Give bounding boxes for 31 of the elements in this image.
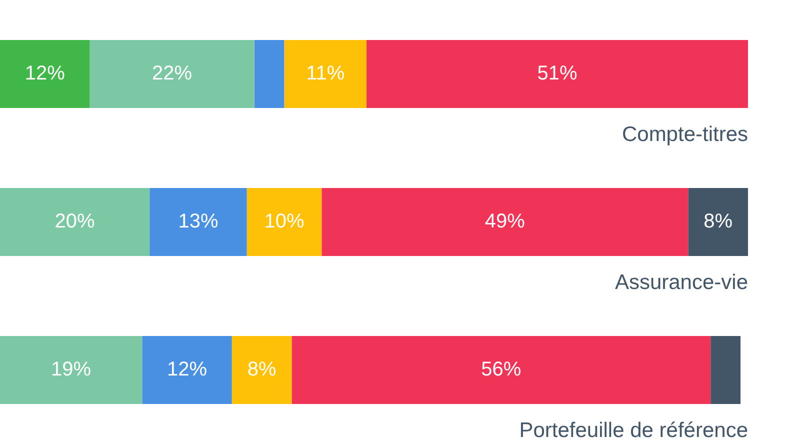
bar bbox=[292, 336, 711, 404]
bar bbox=[322, 188, 688, 256]
bar bbox=[710, 336, 741, 404]
data-label: 13% bbox=[178, 210, 218, 233]
bar bbox=[0, 188, 150, 256]
data-label: 20% bbox=[54, 210, 96, 233]
bar bbox=[142, 336, 232, 404]
data-label: 51% bbox=[537, 62, 578, 85]
y-tick-label: Assurance-vie bbox=[614, 270, 748, 294]
data-label: 8% bbox=[247, 358, 276, 381]
data-label: 22% bbox=[152, 62, 192, 85]
data-label: 12% bbox=[166, 358, 208, 381]
bar bbox=[232, 336, 292, 404]
bar bbox=[246, 188, 322, 256]
bar bbox=[284, 40, 367, 108]
bar bbox=[366, 40, 748, 108]
bar bbox=[150, 188, 247, 256]
data-label: 12% bbox=[24, 62, 66, 85]
data-label: 8% bbox=[704, 210, 733, 233]
y-tick-label: Compte-titres bbox=[622, 122, 748, 146]
bar bbox=[688, 188, 748, 256]
y-tick-label: Portefeuille de référence bbox=[519, 418, 748, 442]
bar bbox=[90, 40, 254, 108]
data-label: 19% bbox=[51, 358, 92, 381]
bar bbox=[254, 40, 284, 108]
data-label: 49% bbox=[484, 210, 526, 233]
data-label: 10% bbox=[264, 210, 304, 233]
bar bbox=[0, 40, 90, 108]
data-label: 56% bbox=[481, 358, 522, 381]
data-label: 11% bbox=[306, 62, 345, 85]
bar bbox=[0, 336, 142, 404]
